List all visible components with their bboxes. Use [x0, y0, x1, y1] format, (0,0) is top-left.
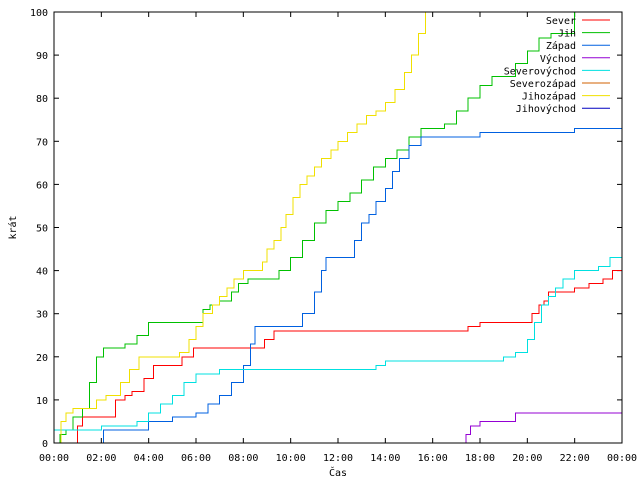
x-tick-label: 12:00 — [323, 453, 353, 464]
x-tick-label: 00:00 — [607, 453, 637, 464]
legend-label: Východ — [540, 53, 576, 65]
x-tick-label: 00:00 — [39, 453, 69, 464]
y-tick-label: 100 — [30, 8, 48, 19]
series-line-5 — [54, 257, 622, 431]
y-tick-label: 40 — [36, 267, 48, 278]
legend-label: Západ — [546, 40, 576, 52]
series-line-2 — [56, 12, 576, 444]
x-tick-label: 04:00 — [134, 453, 164, 464]
y-tick-label: 30 — [36, 310, 48, 321]
y-axis-label: krát — [7, 215, 19, 239]
legend-label: Jihozápad — [522, 91, 576, 103]
legend-label: Sever — [546, 16, 576, 27]
axis-ticks: 00:00 02:00 04:00 06:00 08:00 10:00 12:00 14:00… — [30, 8, 637, 464]
x-axis-label: Čas — [329, 466, 347, 479]
y-tick-label: 10 — [36, 396, 48, 407]
y-tick-label: 20 — [36, 353, 48, 364]
x-tick-label: 08:00 — [228, 453, 258, 464]
legend: Sever JihZápadVýchodSeverovýchodSeverozáp… — [504, 16, 610, 115]
x-tick-label: 22:00 — [560, 453, 590, 464]
x-tick-label: 20:00 — [512, 453, 542, 464]
y-tick-label: 90 — [36, 51, 48, 62]
legend-label: Severozápad — [510, 78, 576, 90]
x-tick-label: 02:00 — [86, 453, 116, 464]
y-tick-label: 0 — [42, 439, 48, 450]
x-tick-label: 10:00 — [276, 453, 306, 464]
series-line-3 — [54, 127, 622, 444]
y-tick-label: 80 — [36, 94, 48, 105]
plot-frame — [53, 11, 623, 444]
series-line-4 — [463, 412, 622, 444]
series-line-1 — [75, 270, 622, 444]
x-tick-label: 14:00 — [370, 453, 400, 464]
x-tick-label: 18:00 — [465, 453, 495, 464]
y-tick-label: 70 — [36, 137, 48, 148]
legend-label: Jih — [558, 29, 576, 40]
y-tick-label: 50 — [36, 224, 48, 235]
series-layer — [54, 12, 622, 444]
legend-label: Severovýchod — [504, 65, 576, 77]
y-tick-label: 60 — [36, 180, 48, 191]
x-tick-label: 16:00 — [418, 453, 448, 464]
legend-label: Jihovýchod — [516, 103, 576, 115]
x-tick-label: 06:00 — [181, 453, 211, 464]
series-line-7 — [54, 12, 427, 444]
